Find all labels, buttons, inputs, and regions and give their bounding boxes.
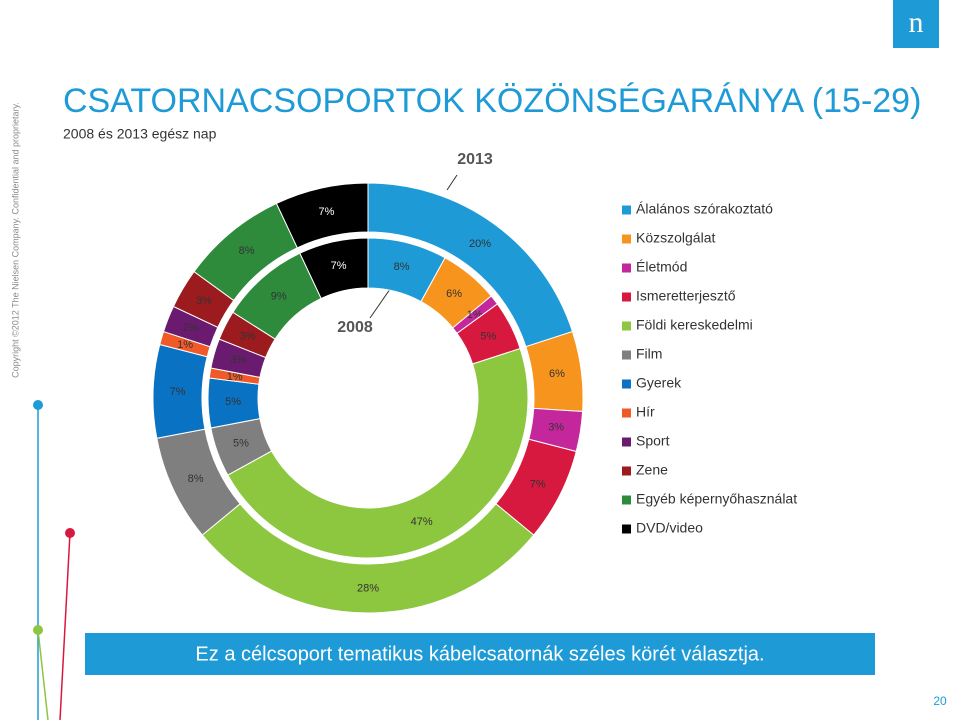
logo-box: [893, 0, 939, 48]
chart-subtitle: 2008 és 2013 egész nap: [63, 126, 217, 142]
data-label: 47%: [411, 516, 433, 528]
page-number: 20: [933, 694, 947, 708]
legend-label: Film: [636, 346, 662, 362]
legend-label: Hír: [636, 404, 655, 420]
legend-swatch: [622, 321, 631, 331]
legend-label: Földi kereskedelmi: [636, 317, 753, 333]
data-label: 3%: [196, 295, 212, 307]
deco-dot: [65, 528, 75, 538]
legend-label: Sport: [636, 433, 670, 449]
data-label: 7%: [530, 478, 546, 490]
data-label: 8%: [188, 473, 204, 485]
legend-swatch: [622, 408, 631, 418]
copyright: Copyright ©2012 The Nielsen Company. Con…: [10, 102, 20, 378]
ring-label: 2013: [457, 151, 493, 168]
data-label: 6%: [446, 288, 462, 300]
data-label: 20%: [469, 238, 491, 250]
legend-label: Álalános szórakoztató: [636, 201, 773, 217]
data-label: 7%: [331, 260, 347, 272]
deco-dot: [33, 625, 43, 635]
legend-swatch: [622, 379, 631, 389]
data-label: 3%: [240, 331, 256, 343]
legend-label: DVD/video: [636, 520, 703, 536]
data-label: 3%: [230, 354, 246, 366]
legend-label: Közszolgálat: [636, 230, 715, 246]
data-label: 28%: [357, 582, 379, 594]
chart-title: CSATORNACSOPORTOK KÖZÖNSÉGARÁNYA (15-29): [63, 82, 921, 120]
ring-label: 2008: [337, 319, 373, 336]
data-label: 5%: [233, 438, 249, 450]
legend-label: Ismeretterjesztő: [636, 288, 736, 304]
footer-banner: [85, 633, 875, 675]
data-label: 1%: [177, 339, 193, 351]
legend-swatch: [622, 524, 631, 534]
data-label: 7%: [318, 206, 334, 218]
data-label: 3%: [548, 422, 564, 434]
legend-label: Életmód: [636, 259, 687, 275]
deco-line: [37, 629, 49, 720]
data-label: 2%: [183, 322, 199, 334]
data-label: 8%: [394, 261, 410, 273]
legend-swatch: [622, 205, 631, 215]
legend-swatch: [622, 292, 631, 302]
data-label: 6%: [549, 368, 565, 380]
legend-swatch: [622, 263, 631, 273]
donut-segment: [275, 182, 369, 249]
data-label: 7%: [170, 386, 186, 398]
leader-line: [446, 174, 458, 191]
legend-label: Gyerek: [636, 375, 682, 391]
data-label: 5%: [225, 396, 241, 408]
legend-swatch: [622, 234, 631, 244]
data-label: 8%: [239, 245, 255, 257]
legend-swatch: [622, 466, 631, 476]
legend-label: Zene: [636, 462, 668, 478]
data-label: 5%: [480, 331, 496, 343]
legend-swatch: [622, 437, 631, 447]
data-label: 9%: [271, 291, 287, 303]
deco-dot: [33, 400, 43, 410]
donut-segment: [299, 237, 369, 300]
logo: n: [909, 6, 924, 39]
decoration: [33, 400, 75, 720]
legend-swatch: [622, 350, 631, 360]
donut-segment: [227, 347, 529, 559]
footer-text: Ez a célcsoport tematikus kábelcsatornák…: [195, 643, 764, 665]
deco-line: [59, 532, 71, 720]
legend-swatch: [622, 495, 631, 505]
legend-label: Egyéb képernyőhasználat: [636, 491, 797, 507]
